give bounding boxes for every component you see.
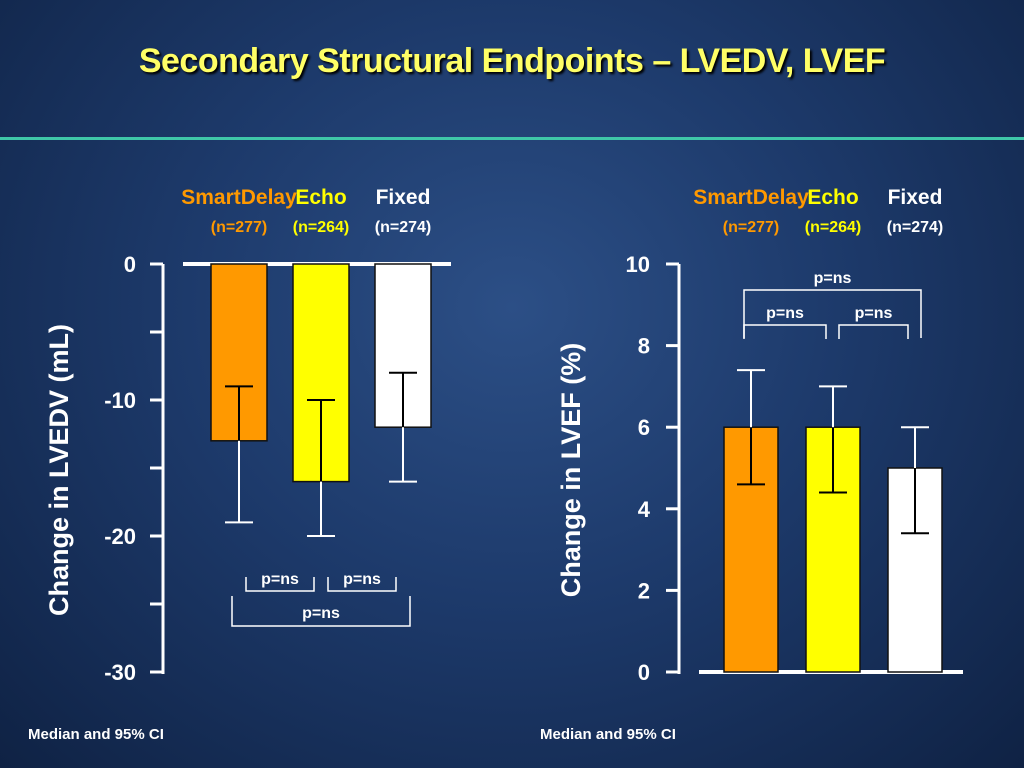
- error-bar-smartdelay: [737, 369, 765, 486]
- y-axis-label: Change in LVEF (%): [556, 343, 586, 598]
- error-bar-echo: [819, 385, 847, 494]
- pvalue-bracket: p=ns: [231, 596, 411, 627]
- legend-n-smartdelay: (n=277): [723, 219, 779, 236]
- lvedv-footnote: Median and 95% CI: [28, 726, 164, 743]
- y-tick-label: 0: [124, 252, 136, 277]
- pvalue-label: p=ns: [261, 571, 299, 588]
- pvalue-bracket: p=ns: [245, 571, 315, 592]
- legend-name-fixed: Fixed: [888, 186, 943, 209]
- lvef-footnote: Median and 95% CI: [540, 726, 676, 743]
- lvef-chart: 0 2 4 6 8 10 SmartDelay (n=277) Echo (n=264) Fixed…: [556, 186, 963, 685]
- legend-name-echo: Echo: [807, 186, 858, 209]
- pvalue-bracket-line: [838, 324, 909, 339]
- pvalue-label: p=ns: [814, 270, 852, 287]
- y-tick-label: 8: [638, 334, 650, 359]
- error-bar-fixed: [901, 426, 929, 535]
- y-tick-label: -30: [104, 660, 136, 685]
- pvalue-label: p=ns: [302, 605, 340, 622]
- legend-name-echo: Echo: [295, 186, 346, 209]
- y-tick-label: 2: [638, 578, 650, 603]
- error-bar-fixed: [389, 371, 417, 483]
- legend-n-smartdelay: (n=277): [211, 219, 267, 236]
- slide-title: Secondary Structural Endpoints – LVEDV, …: [138, 42, 886, 80]
- lvedv-chart: 0 -10 -20 -30 SmartDelay (n=277) Echo (n=264) Fi…: [44, 186, 451, 685]
- error-bar-smartdelay: [225, 385, 253, 524]
- legend-n-echo: (n=264): [805, 219, 861, 236]
- pvalue-bracket: p=ns: [838, 305, 909, 339]
- y-tick-label: 0: [638, 660, 650, 685]
- legend-n-fixed: (n=274): [375, 219, 431, 236]
- error-bar-echo: [307, 399, 335, 537]
- bar-echo: [805, 426, 861, 673]
- legend-n-echo: (n=264): [293, 219, 349, 236]
- y-tick-label: -10: [104, 388, 136, 413]
- y-tick-label: 10: [626, 252, 650, 277]
- pvalue-bracket: p=ns: [743, 270, 922, 338]
- y-axis-label: Change in LVEDV (mL): [44, 324, 74, 616]
- pvalue-label: p=ns: [766, 305, 804, 322]
- y-tick-label: 4: [638, 497, 651, 522]
- y-tick-label: 6: [638, 415, 650, 440]
- pvalue-bracket-line: [743, 324, 827, 339]
- legend-name-smartdelay: SmartDelay: [693, 186, 809, 209]
- pvalue-bracket: p=ns: [743, 305, 827, 339]
- pvalue-bracket-line: [231, 596, 411, 627]
- legend-name-fixed: Fixed: [376, 186, 431, 209]
- legend-name-smartdelay: SmartDelay: [181, 186, 297, 209]
- pvalue-bracket-line: [327, 577, 397, 592]
- y-tick-label: -20: [104, 524, 136, 549]
- pvalue-bracket: p=ns: [327, 571, 397, 592]
- pvalue-bracket-line: [743, 289, 922, 338]
- pvalue-label: p=ns: [855, 305, 893, 322]
- title-divider: [0, 137, 1024, 140]
- pvalue-label: p=ns: [343, 571, 381, 588]
- pvalue-bracket-line: [245, 577, 315, 592]
- legend-n-fixed: (n=274): [887, 219, 943, 236]
